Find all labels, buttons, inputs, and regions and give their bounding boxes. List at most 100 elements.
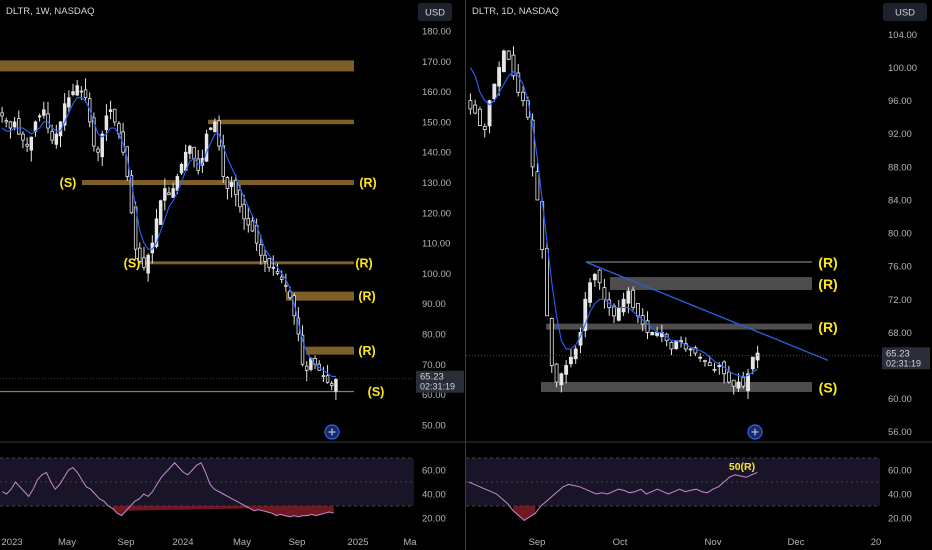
time-axes: 2023 May Sep 2024 May Sep 2025 Ma Sep Oct Nov Dec 20 — [1, 537, 881, 548]
candle-body — [46, 113, 50, 129]
y-tick-label: 140.00 — [422, 148, 451, 159]
y-tick-label: 68.00 — [888, 328, 912, 339]
left-symbol-title[interactable]: DLTR, 1W, NASDAQ — [6, 6, 95, 17]
resistance-support-zone — [586, 261, 812, 263]
candle-body — [284, 284, 288, 287]
candle-body — [4, 120, 8, 123]
resistance-support-level — [0, 390, 354, 393]
left-add-indicator-button[interactable] — [324, 424, 340, 440]
moving-average-line — [1, 97, 336, 377]
y-tick-label: 110.00 — [422, 239, 450, 250]
left-rsi-pane[interactable]: 60.00 40.00 20.00 — [0, 457, 446, 525]
level-label-right: (R) — [358, 290, 375, 304]
candle-body — [683, 343, 688, 350]
right-price-pane[interactable]: 104.00 100.00 96.00 92.00 88.00 84.00 80.00 76.… — [466, 30, 930, 438]
right-symbol-title[interactable]: DLTR, 1D, NASDAQ — [472, 6, 559, 17]
candle-body — [334, 379, 338, 392]
level-label-right: (R) — [358, 344, 375, 358]
candle-body — [583, 298, 588, 331]
level-label-left: (S) — [60, 176, 77, 190]
candle-body — [506, 50, 511, 60]
candle-body — [25, 143, 29, 147]
candle-body — [636, 303, 640, 317]
x-tick-label: 2024 — [172, 537, 193, 548]
candle-body — [263, 254, 267, 262]
candle-body — [746, 373, 750, 392]
rsi-tick-label: 60.00 — [888, 466, 912, 477]
y-tick-label: 56.00 — [888, 427, 912, 438]
rsi-tick-label: 20.00 — [422, 514, 446, 525]
y-tick-label: 88.00 — [888, 162, 912, 173]
x-tick-label: Dec — [788, 537, 805, 548]
candle-body — [559, 373, 564, 386]
candle-body — [492, 83, 497, 100]
right-currency-button[interactable] — [883, 3, 927, 21]
candle-body — [129, 175, 134, 214]
candle-body — [279, 276, 284, 280]
candle-body — [741, 377, 746, 387]
resistance-support-level — [82, 180, 354, 186]
candle-body — [100, 133, 104, 158]
candle-body — [125, 146, 130, 177]
left-currency-button[interactable] — [418, 3, 452, 21]
bar-countdown: 02:31:19 — [886, 358, 921, 368]
y-tick-label: 120.00 — [422, 208, 451, 219]
candle-body — [138, 247, 142, 262]
last-price-value: 65.23 — [886, 348, 910, 359]
candle-body — [271, 266, 276, 269]
candle-body — [674, 340, 679, 349]
candle-body — [92, 117, 96, 147]
candle-body — [238, 189, 242, 208]
y-tick-label: 50.00 — [422, 420, 446, 431]
candle-body — [0, 112, 4, 117]
candle-body — [717, 365, 722, 368]
candle-body — [698, 356, 703, 359]
candle-body — [669, 341, 674, 350]
candle-body — [621, 298, 626, 313]
x-tick-label: 2025 — [347, 537, 368, 548]
candle-body — [242, 203, 246, 220]
candle-body — [549, 318, 554, 366]
y-tick-label: 96.00 — [888, 96, 912, 107]
candle-body — [154, 218, 159, 247]
candle-body — [104, 115, 109, 131]
rsi-line — [1, 462, 334, 518]
last-price-tag — [416, 370, 464, 393]
y-tick-label: 80.00 — [422, 329, 446, 340]
candle-body — [616, 307, 621, 321]
right-add-indicator-button[interactable] — [747, 424, 763, 440]
candle-body — [8, 121, 13, 129]
candle-body — [330, 383, 334, 386]
candle-body — [188, 145, 192, 154]
x-tick-label: May — [58, 537, 76, 548]
candle-body — [707, 362, 712, 366]
candle-body — [108, 109, 113, 112]
level-label-right: (R) — [355, 256, 372, 270]
candle-body — [229, 182, 234, 188]
candle-body — [726, 371, 731, 383]
candle-body — [573, 348, 578, 360]
moving-average-line — [469, 67, 758, 378]
x-tick-label: 20 — [871, 537, 882, 548]
candle-body — [259, 244, 263, 256]
candle-body — [731, 379, 736, 387]
left-price-pane[interactable]: 180.00 170.00 160.00 150.00 140.00 130.00 120.… — [0, 27, 464, 432]
resistance-support-zone — [546, 323, 812, 330]
level-label-right: (R) — [359, 176, 376, 190]
candle-body — [521, 91, 525, 102]
resistance-support-level — [0, 60, 354, 72]
y-tick-label: 160.00 — [422, 87, 451, 98]
candle-body — [612, 305, 616, 317]
candle-body — [21, 133, 25, 141]
last-price-value: 65.23 — [420, 372, 444, 383]
rsi-tick-label: 60.00 — [422, 466, 446, 477]
candle-body — [703, 360, 707, 363]
candle-body — [225, 177, 230, 189]
candle-body — [146, 254, 150, 274]
candle-body — [482, 125, 487, 131]
candle-body — [516, 72, 521, 93]
candle-body — [175, 176, 180, 191]
right-rsi-pane[interactable]: 60.00 40.00 20.00 50(R) — [466, 457, 912, 525]
candle-body — [42, 109, 46, 116]
